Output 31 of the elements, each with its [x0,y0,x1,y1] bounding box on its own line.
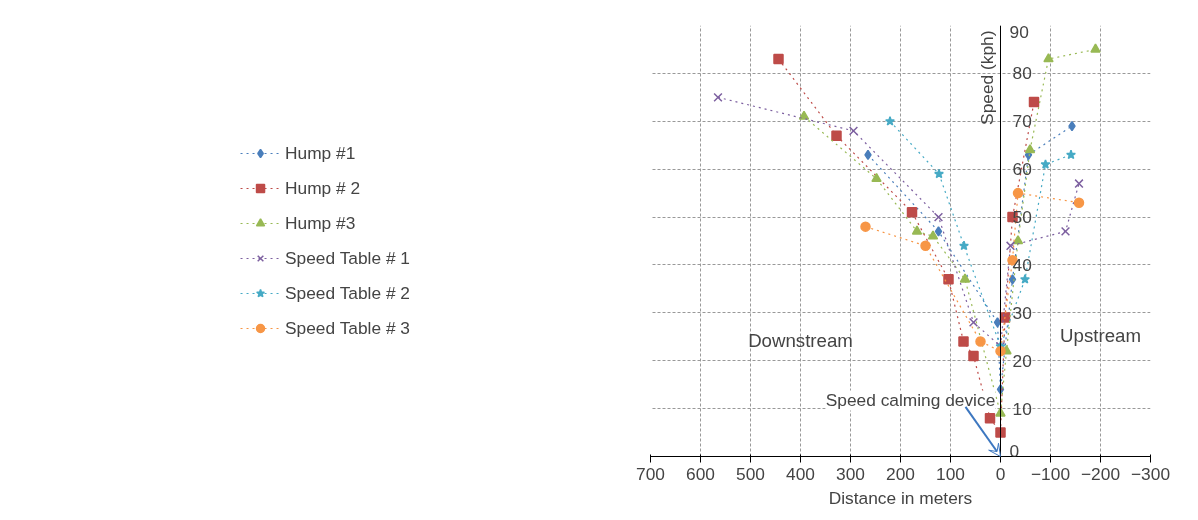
y-tick-label: 40 [1012,254,1032,275]
x-tick-label: 700 [636,463,665,484]
y-tick-label: 10 [1012,398,1032,419]
y-tick-label: 0 [1009,440,1020,461]
x-tick-label: 100 [936,463,965,484]
annotation: Speed calming device [825,390,996,411]
x-tick-label: 600 [686,463,715,484]
x-tick-label: −200 [1080,463,1121,484]
x-tick-label: 500 [736,463,765,484]
legend-label: Speed Table # 1 [285,247,410,269]
y-tick-label: 60 [1012,159,1032,180]
x-tick-label: 400 [786,463,815,484]
y-tick-label: 70 [1012,111,1032,132]
x-tick-label: 200 [886,463,915,484]
legend-label: Hump #1 [285,142,356,164]
legend-label: Speed Table # 3 [285,317,410,339]
x-axis-title: Distance in meters [828,487,973,508]
y-tick-label: 20 [1012,350,1032,371]
legend-label: Hump #3 [285,212,356,234]
x-tick-label: 300 [836,463,865,484]
x-tick-label: −300 [1130,463,1171,484]
x-tick-label: 0 [995,463,1006,484]
x-tick-label: −100 [1030,463,1071,484]
y-tick-label: 80 [1012,63,1032,84]
y-axis-title: Speed (kph) [976,30,997,125]
y-tick-label: 30 [1012,302,1032,323]
annotation: Upstream [1060,325,1141,347]
legend-label: Speed Table # 2 [285,282,410,304]
y-tick-label: 90 [1009,21,1029,42]
legend-label: Hump # 2 [285,177,361,199]
annotation: Downstream [748,329,853,351]
